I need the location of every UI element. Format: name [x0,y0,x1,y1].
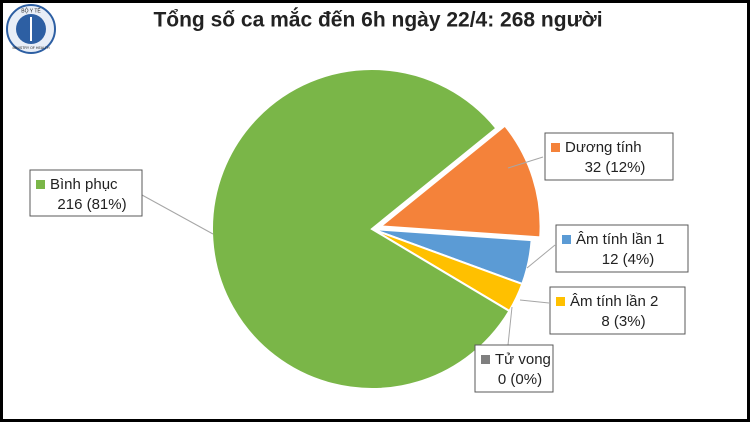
data-label: Bình phục 216 (81%) [29,169,214,235]
value-label: 8 (3%) [601,313,645,330]
label-box [555,224,689,273]
chart-title: Tổng số ca mắc đến 6h ngày 22/4: 268 ngư… [153,8,602,32]
data-label: Âm tính lần 2 8 (3%) [519,286,686,335]
legend-swatch [562,235,571,244]
leader-line [519,299,550,304]
leader-line [526,244,556,269]
value-label: 12 (4%) [602,251,655,268]
category-label: Âm tính lần 1 [576,231,664,248]
label-box [549,286,686,335]
leader-line [507,156,544,169]
leader-line [507,306,513,346]
logo-bottom-text: MINISTRY OF HEALTH [13,46,50,50]
category-label: Dương tính [565,139,642,156]
category-label: Tử vong [495,351,551,368]
pie-slice [377,124,542,239]
data-label: Dương tính 32 (12%) [507,132,674,181]
value-label: 0 (0%) [498,371,542,388]
logo-top-text: BỘ Y TẾ [21,7,41,14]
legend-swatch [36,180,45,189]
value-label: 216 (81%) [57,196,126,213]
pie-slice [211,68,511,390]
data-label: Tử vong 0 (0%) [474,306,554,393]
label-box [474,344,554,393]
logo: BỘ Y TẾ MINISTRY OF HEALTH [6,4,56,54]
category-label: Âm tính lần 2 [570,293,658,310]
value-label: 32 (12%) [585,159,646,176]
leader-line [141,194,214,235]
label-box [29,169,143,217]
data-label: Âm tính lần 1 12 (4%) [526,224,689,273]
category-label: Bình phục [50,176,118,193]
label-box [544,132,674,181]
legend-swatch [481,355,490,364]
legend-swatch [551,143,560,152]
legend-swatch [556,297,565,306]
